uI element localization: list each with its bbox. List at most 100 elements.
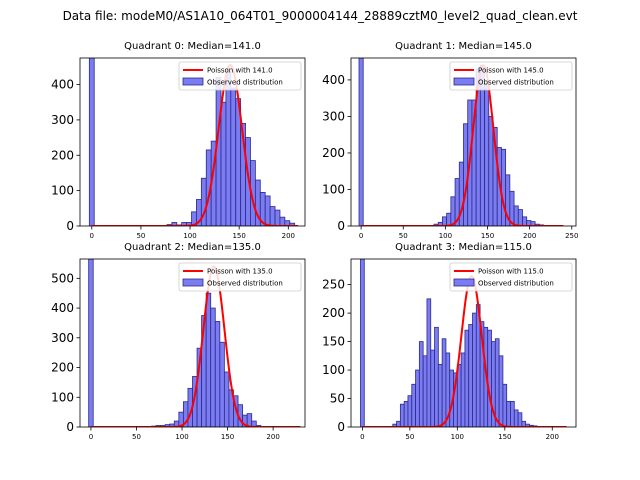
y-tick-label: 100 — [51, 184, 74, 198]
histogram-bar — [246, 413, 253, 427]
legend-box — [449, 61, 573, 91]
x-tick-label: 0 — [90, 232, 94, 240]
histogram-bar — [464, 329, 470, 427]
y-tick-label: 100 — [322, 363, 345, 377]
x-tick-label: 100 — [175, 433, 188, 441]
histogram-bar — [422, 355, 428, 427]
histogram-bar — [360, 259, 365, 427]
histogram-bar — [517, 209, 523, 226]
legend-box — [178, 61, 302, 91]
histogram-bar — [517, 412, 523, 427]
plot-area — [88, 259, 301, 427]
histogram-bar — [446, 212, 452, 226]
x-tick-label: 0 — [359, 232, 363, 240]
histogram-bar — [442, 216, 448, 226]
histogram-bar — [434, 326, 439, 427]
x-tick-label: 50 — [405, 433, 414, 441]
legend: Poisson with 141.0 Observed distribution — [178, 61, 302, 91]
histogram-bar — [494, 338, 500, 427]
histogram-bar — [418, 341, 424, 427]
x-tick-label: 50 — [132, 433, 141, 441]
y-tick-label: 100 — [51, 390, 74, 404]
x-tick-label: 200 — [546, 433, 559, 441]
y-tick-label: 250 — [322, 278, 345, 292]
histogram-bar — [171, 222, 178, 226]
legend-hist-label: Observed distribution — [207, 79, 283, 87]
histogram-bar — [437, 363, 443, 427]
histogram-bar — [450, 196, 456, 226]
x-tick-label: 50 — [136, 232, 145, 240]
histogram-bar — [487, 329, 492, 427]
x-tick-label: 0 — [360, 433, 364, 441]
x-tick-label: 100 — [183, 232, 196, 240]
x-tick-label: 100 — [439, 232, 452, 240]
legend-hist-swatch — [453, 278, 475, 287]
histogram-bar — [441, 338, 447, 427]
panel-title: Quadrant 2: Median=135.0 — [124, 242, 261, 253]
histogram-bar — [279, 216, 286, 226]
histogram-bar — [214, 321, 221, 427]
quadrant-2-panel: Quadrant 2: Median=135.0 0 50 100 150 200 0 100… — [51, 242, 306, 441]
x-tick-label: 150 — [481, 232, 494, 240]
x-tick-label: 200 — [282, 232, 295, 240]
y-tick-label: 0 — [337, 219, 345, 233]
quadrant-0-panel: Quadrant 0: Median=141.0 0 50 100 150 200 0 100… — [51, 41, 306, 240]
legend-hist-swatch — [453, 77, 475, 86]
y-tick-label: 200 — [322, 146, 345, 160]
legend-poisson-label: Poisson with 115.0 — [478, 268, 544, 276]
histogram-bar — [269, 206, 276, 226]
y-tick-label: 400 — [51, 78, 74, 92]
legend-box — [449, 262, 573, 292]
panel-title: Quadrant 0: Median=141.0 — [124, 41, 261, 52]
axes-frame — [350, 57, 577, 227]
histogram-bar — [522, 216, 528, 226]
legend-poisson-label: Poisson with 145.0 — [478, 67, 544, 75]
histogram-bar — [225, 71, 232, 226]
histogram-bar — [484, 83, 490, 226]
histogram-bar — [513, 409, 519, 427]
histogram-bar — [230, 87, 237, 226]
legend: Poisson with 115.0 Observed distribution — [449, 262, 573, 292]
y-tick-label: 300 — [322, 109, 345, 123]
legend: Poisson with 145.0 Observed distribution — [449, 61, 573, 91]
x-tick-label: 250 — [565, 232, 578, 240]
histogram-bar — [251, 420, 257, 427]
histogram-bar — [289, 222, 296, 226]
axes-frame — [350, 258, 577, 428]
y-tick-label: 300 — [51, 331, 74, 345]
poisson-curve — [361, 64, 564, 226]
x-tick-label: 150 — [498, 433, 511, 441]
histogram-bar — [510, 400, 515, 427]
histogram-bar — [215, 77, 222, 226]
histogram-bar — [220, 101, 227, 226]
histogram-bars — [360, 259, 538, 427]
axes-frame — [79, 57, 306, 227]
x-tick-label: 50 — [399, 232, 408, 240]
histogram-bar — [358, 58, 364, 226]
y-tick-label: 300 — [51, 113, 74, 127]
histogram-bar — [472, 312, 477, 427]
x-tick-label: 200 — [523, 232, 536, 240]
y-tick-label: 500 — [51, 271, 74, 285]
legend-box — [178, 262, 302, 292]
histogram-bar — [488, 116, 494, 226]
histogram-bar — [468, 324, 473, 427]
legend-hist-swatch — [182, 278, 204, 287]
legend-hist-label: Observed distribution — [207, 280, 283, 288]
x-tick-label: 150 — [221, 433, 234, 441]
histogram-bar — [205, 292, 212, 427]
legend-hist-label: Observed distribution — [478, 79, 554, 87]
histogram-bar — [88, 259, 94, 427]
x-tick-label: 0 — [89, 433, 93, 441]
quadrant-3-panel: Quadrant 3: Median=115.0 0 50 100 150 200 0 50 1… — [322, 242, 577, 441]
y-tick-label: 400 — [51, 301, 74, 315]
histogram-bar — [460, 352, 466, 427]
histogram-bar — [223, 371, 230, 427]
histogram-bar — [407, 395, 413, 427]
panel-title: Quadrant 1: Median=145.0 — [395, 41, 532, 52]
y-tick-label: 150 — [322, 335, 345, 349]
poisson-curve — [91, 63, 299, 226]
y-tick-label: 50 — [330, 392, 345, 406]
y-tick-label: 0 — [66, 219, 74, 233]
histogram-bar — [501, 148, 507, 226]
